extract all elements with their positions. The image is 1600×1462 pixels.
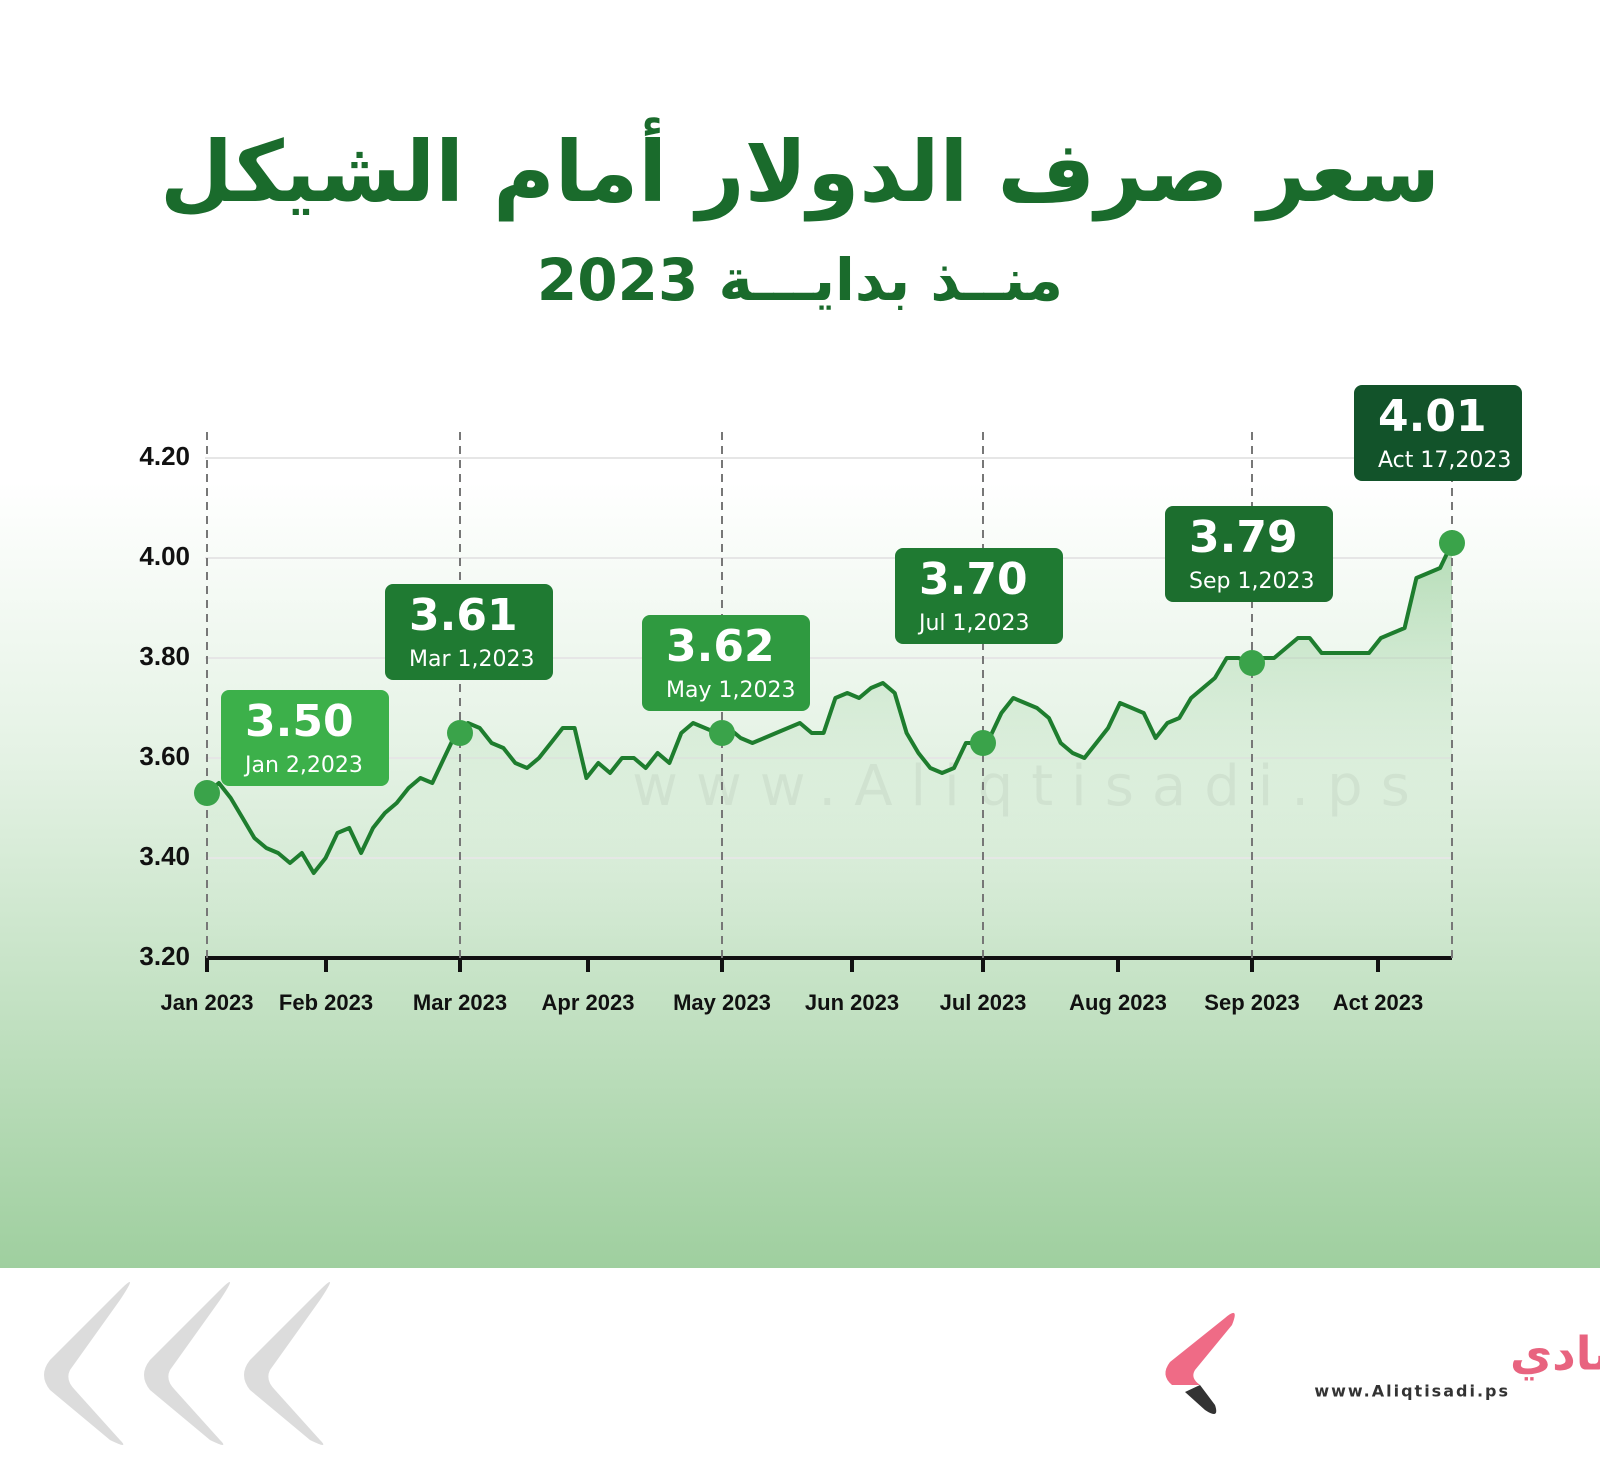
annotation-date: Jan 2,2023 — [243, 753, 363, 778]
chart-title: سعر صرف الدولار أمام الشيكل — [160, 117, 1440, 222]
annotation-box — [1165, 506, 1333, 602]
x-tick-label: Apr 2023 — [542, 990, 635, 1015]
annotation-box — [221, 690, 389, 786]
annotation-box — [895, 548, 1063, 644]
annotation-value: 3.62 — [666, 621, 775, 672]
x-tick-label: Act 2023 — [1333, 990, 1424, 1015]
annotation-value: 3.50 — [245, 696, 354, 747]
annotation-dot — [709, 720, 735, 746]
annotation-dot — [1239, 650, 1265, 676]
annotation-date: Sep 1,2023 — [1189, 569, 1314, 594]
x-tick-label: Jun 2023 — [805, 990, 899, 1015]
x-tick-label: Feb 2023 — [279, 990, 373, 1015]
annotation-dot — [1439, 530, 1465, 556]
annotation-value: 3.61 — [409, 590, 518, 641]
y-tick-label: 3.60 — [139, 741, 190, 771]
x-tick-label: Sep 2023 — [1204, 990, 1299, 1015]
annotation-value: 3.70 — [919, 554, 1028, 605]
annotation-box — [1354, 385, 1522, 481]
annotation-box — [385, 584, 553, 680]
y-tick-label: 3.20 — [139, 941, 190, 971]
annotation-value: 4.01 — [1378, 391, 1487, 442]
annotation-date: Jul 1,2023 — [917, 611, 1030, 636]
annotation-dot — [970, 730, 996, 756]
y-tick-label: 4.00 — [139, 541, 190, 571]
y-tick-label: 4.20 — [139, 441, 190, 471]
logo-name: الاقتصادي — [1510, 1327, 1600, 1381]
line-area — [207, 543, 1452, 958]
footer — [0, 1268, 1600, 1462]
x-tick-label: Mar 2023 — [413, 990, 507, 1015]
annotation-date: Mar 1,2023 — [409, 647, 534, 672]
annotation-dot — [194, 780, 220, 806]
x-tick-label: Jan 2023 — [161, 990, 254, 1015]
logo-url: www.Aliqtisadi.ps — [1314, 1382, 1510, 1401]
x-tick-label: Aug 2023 — [1069, 990, 1167, 1015]
logo-icon — [1165, 1312, 1235, 1414]
annotation-box — [642, 615, 810, 711]
chart-subtitle: منــذ بدايـــة 2023 — [537, 246, 1063, 314]
annotation-date: Act 17,2023 — [1378, 448, 1511, 473]
y-tick-label: 3.80 — [139, 641, 190, 671]
annotation-value: 3.79 — [1189, 512, 1298, 563]
annotation-dot — [447, 720, 473, 746]
annotation-date: May 1,2023 — [666, 678, 795, 703]
x-tick-label: May 2023 — [673, 990, 771, 1015]
y-tick-label: 3.40 — [139, 841, 190, 871]
x-tick-label: Jul 2023 — [940, 990, 1027, 1015]
footer-arrows — [44, 1282, 330, 1445]
